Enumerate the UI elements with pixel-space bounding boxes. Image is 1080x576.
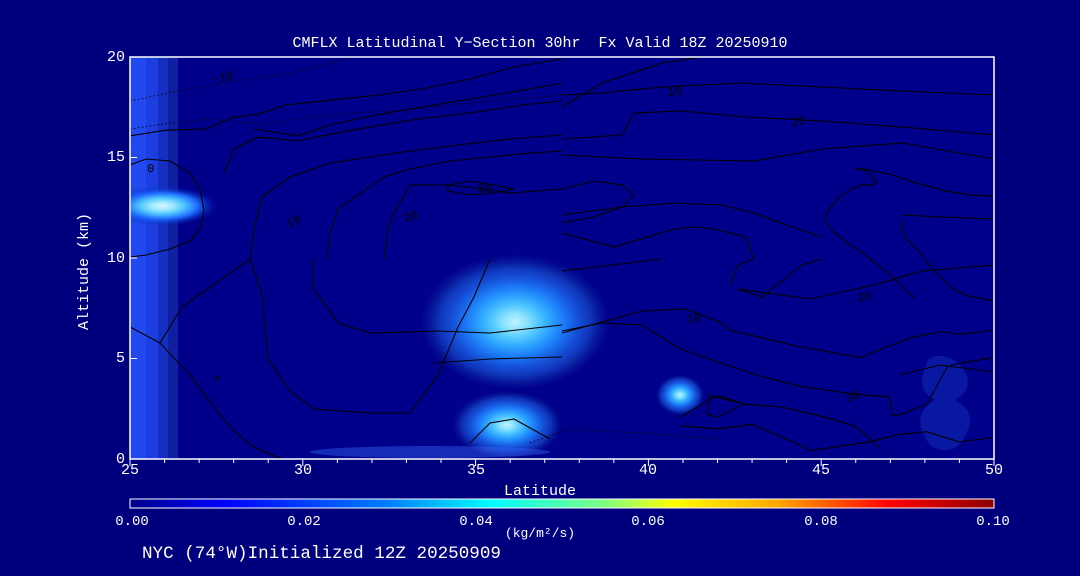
svg-text:10: 10 (686, 311, 702, 327)
svg-text:0: 0 (147, 162, 155, 176)
svg-text:30: 30 (477, 182, 492, 196)
svg-text:20: 20 (790, 114, 807, 130)
svg-text:20: 20 (856, 289, 873, 306)
svg-text:10: 10 (667, 84, 683, 100)
